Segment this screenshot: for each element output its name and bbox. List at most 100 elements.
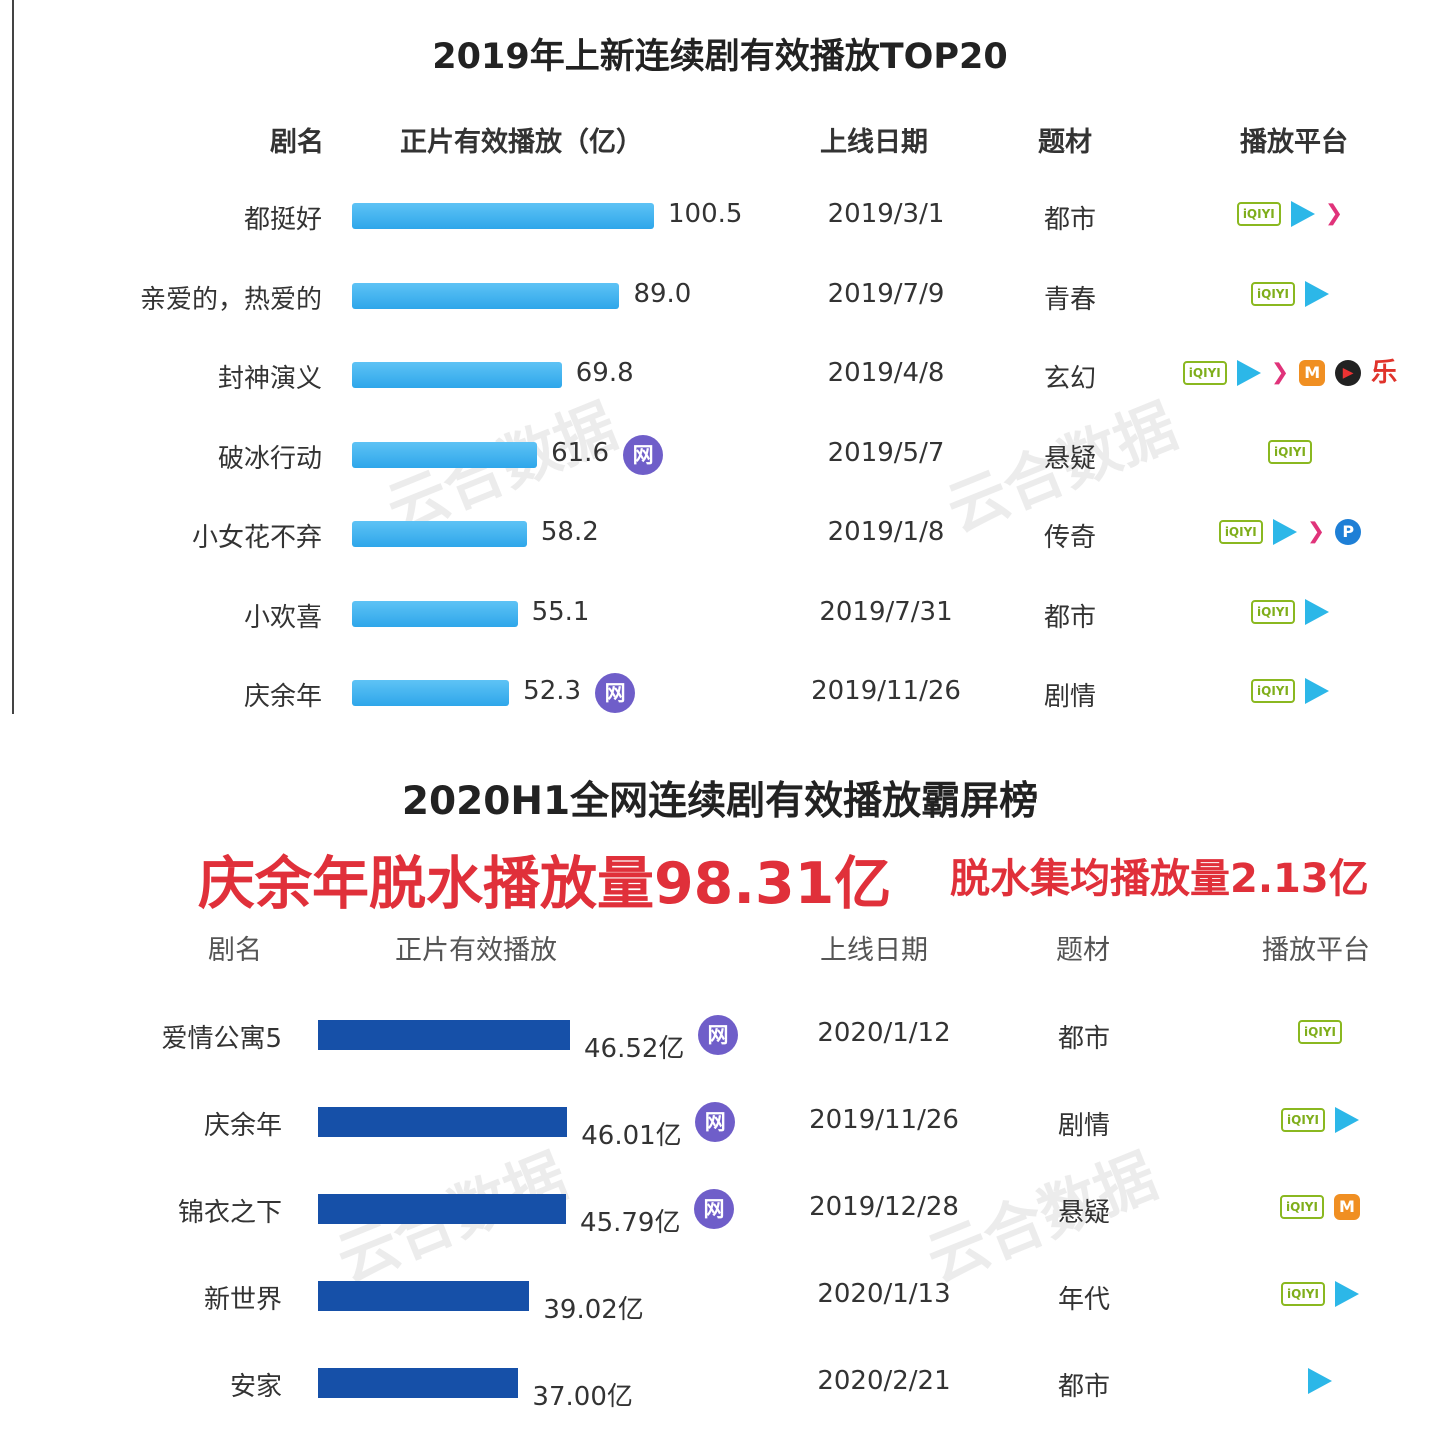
- platform-icons: iQIYI: [1160, 1020, 1440, 1044]
- platform-icons: [1160, 1368, 1440, 1394]
- row-name: 安家: [229, 1372, 282, 1402]
- pptv-icon: P: [1335, 519, 1362, 545]
- value-label: 58.2: [540, 517, 599, 547]
- row-date: 2019/4/8: [827, 358, 945, 388]
- bar: [352, 600, 518, 627]
- value-label: 46.52亿: [584, 1034, 685, 1064]
- tencent-video-icon: [1304, 678, 1329, 704]
- col-header-platform: 播放平台: [1240, 127, 1348, 158]
- value-label: 39.02亿: [543, 1295, 644, 1325]
- row-date: 2019/1/8: [827, 517, 945, 547]
- row-genre: 玄幻: [1043, 364, 1096, 394]
- tencent-video-icon: [1304, 598, 1329, 625]
- row-date: 2019/11/26: [811, 676, 961, 706]
- row-genre: 都市: [1043, 602, 1096, 633]
- bar: [318, 1281, 530, 1311]
- row-name: 亲爱的，热爱的: [139, 284, 322, 315]
- row-genre: 年代: [1057, 1285, 1110, 1315]
- iqiyi-icon: iQIYI: [1182, 361, 1227, 385]
- row-date: 2020/2/21: [817, 1366, 951, 1396]
- row-date: 2020/1/12: [817, 1018, 951, 1048]
- col-header-date: 上线日期: [820, 935, 928, 966]
- row-date: 2019/7/31: [819, 596, 953, 627]
- chart-title-2020: 2020H1全网连续剧有效播放霸屏榜: [401, 779, 1039, 824]
- youku-icon: ❯: [1306, 519, 1326, 544]
- youku-icon: ❯: [1270, 360, 1290, 385]
- platform-icons: iQIYI: [1130, 280, 1440, 307]
- col-header-genre: 题材: [1038, 127, 1092, 158]
- row-name: 锦衣之下: [177, 1198, 282, 1228]
- iqiyi-icon: iQIYI: [1268, 439, 1312, 464]
- row-genre: 都市: [1057, 1372, 1110, 1402]
- bar: [318, 1368, 519, 1398]
- tencent-video-icon: [1334, 1107, 1359, 1133]
- value-label: 69.8: [575, 358, 634, 388]
- left-border-line: [12, 0, 14, 714]
- bar: [318, 1020, 570, 1050]
- tencent-video-icon: [1304, 280, 1329, 307]
- platform-icons: iQIYI: [1130, 678, 1440, 704]
- iqiyi-icon: iQIYI: [1218, 520, 1263, 544]
- bar: [352, 282, 620, 309]
- row-date: 2020/1/13: [817, 1279, 951, 1309]
- network-badge-icon: 网: [595, 673, 636, 713]
- value-label: 55.1: [531, 596, 590, 627]
- platform-icons: iQIYI: [1130, 439, 1440, 464]
- row-genre: 剧情: [1043, 682, 1096, 712]
- tencent-video-icon: [1290, 201, 1315, 227]
- letv-icon: 乐: [1371, 358, 1398, 388]
- platform-icons: iQIYI: [1130, 598, 1440, 625]
- iqiyi-icon: iQIYI: [1251, 679, 1295, 703]
- value-label: 100.5: [668, 199, 743, 229]
- network-badge-icon: 网: [695, 1102, 736, 1142]
- bar: [318, 1107, 568, 1137]
- bar: [352, 203, 654, 229]
- iqiyi-icon: iQIYI: [1251, 599, 1295, 624]
- value-label: 61.6: [551, 437, 609, 468]
- col-header-name: 剧名: [208, 935, 262, 966]
- chart-title-2019: 2019年上新连续剧有效播放TOP20: [432, 37, 1008, 77]
- row-genre: 都市: [1043, 205, 1096, 235]
- iqiyi-icon: iQIYI: [1280, 1195, 1324, 1219]
- col-header-date: 上线日期: [820, 127, 928, 158]
- network-badge-icon: 网: [694, 1189, 735, 1229]
- row-name: 庆余年: [243, 682, 322, 712]
- value-label: 45.79亿: [580, 1208, 681, 1238]
- row-name: 封神演义: [217, 364, 322, 394]
- tencent-video-icon: [1272, 519, 1297, 545]
- row-name: 新世界: [203, 1285, 282, 1315]
- bar: [352, 362, 562, 388]
- col-header-platform: 播放平台: [1262, 935, 1370, 966]
- col-header-name: 剧名: [270, 127, 324, 158]
- row-genre: 剧情: [1057, 1111, 1110, 1141]
- bar: [352, 680, 510, 706]
- network-badge-icon: 网: [623, 434, 664, 475]
- row-date: 2019/3/1: [827, 199, 945, 229]
- row-name: 小女花不弃: [191, 523, 322, 553]
- iqiyi-icon: iQIYI: [1236, 202, 1281, 226]
- row-date: 2019/11/26: [809, 1105, 959, 1135]
- youku-icon: ❯: [1324, 201, 1344, 226]
- iqiyi-icon: iQIYI: [1281, 1282, 1325, 1306]
- bar: [352, 521, 527, 547]
- headline-left: 庆余年脱水播放量98.31亿: [198, 851, 892, 917]
- row-date: 2019/12/28: [809, 1192, 959, 1222]
- iqiyi-icon: iQIYI: [1281, 1108, 1325, 1132]
- row-date: 2019/7/9: [827, 278, 945, 309]
- row-name: 都挺好: [243, 205, 322, 235]
- platform-icons: iQIYI M: [1160, 1194, 1440, 1220]
- value-label: 89.0: [633, 278, 692, 309]
- row-genre: 青春: [1043, 284, 1096, 315]
- row-name: 爱情公寓5: [161, 1024, 282, 1054]
- sohu-video-icon: ▶: [1335, 360, 1362, 386]
- platform-icons: iQIYI ❯ M ▶ 乐: [1130, 360, 1440, 386]
- col-header-genre: 题材: [1056, 935, 1110, 966]
- value-label: 52.3: [523, 676, 582, 706]
- row-name: 庆余年: [203, 1111, 282, 1141]
- row-genre: 悬疑: [1043, 443, 1096, 474]
- bar: [352, 441, 538, 468]
- platform-icons: iQIYI ❯ P: [1130, 519, 1440, 545]
- row-name: 小欢喜: [243, 602, 322, 633]
- value-label: 46.01亿: [581, 1121, 682, 1151]
- row-genre: 传奇: [1043, 523, 1096, 553]
